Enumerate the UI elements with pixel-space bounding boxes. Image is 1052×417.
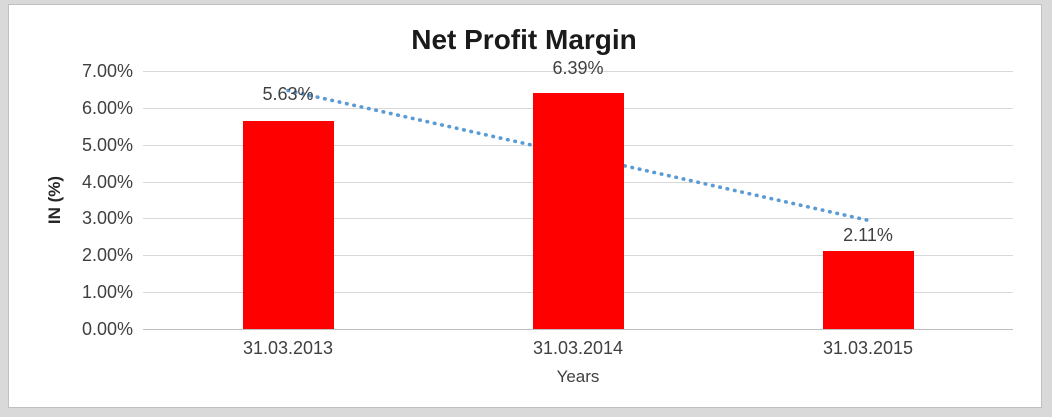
x-axis-title: Years (556, 367, 600, 386)
data-label: 6.39% (552, 58, 604, 79)
chart-title: Net Profit Margin (411, 24, 637, 55)
data-label: 5.63% (262, 84, 314, 105)
category-label: 31.03.2014 (532, 338, 624, 358)
category-label: 31.03.2015 (822, 338, 914, 358)
y-tick-label: 2.00% (81, 245, 133, 266)
y-tick-label: 1.00% (81, 282, 133, 303)
category-label: 31.03.2013 (242, 338, 334, 358)
data-label: 2.11% (843, 225, 893, 246)
y-tick-label: 5.00% (81, 134, 133, 155)
y-tick-label: 4.00% (81, 171, 133, 192)
y-gridline (143, 71, 1013, 72)
y-tick-label: 7.00% (81, 61, 133, 81)
y-tick-label: 6.00% (81, 97, 133, 118)
bar-31.03.2013 (242, 121, 334, 329)
y-tick-label: 0.00% (81, 319, 133, 339)
y-tick-label: 3.00% (81, 208, 133, 229)
bar-31.03.2014 (532, 93, 624, 329)
y-gridline (143, 329, 1013, 330)
bar-31.03.2015 (822, 251, 914, 329)
